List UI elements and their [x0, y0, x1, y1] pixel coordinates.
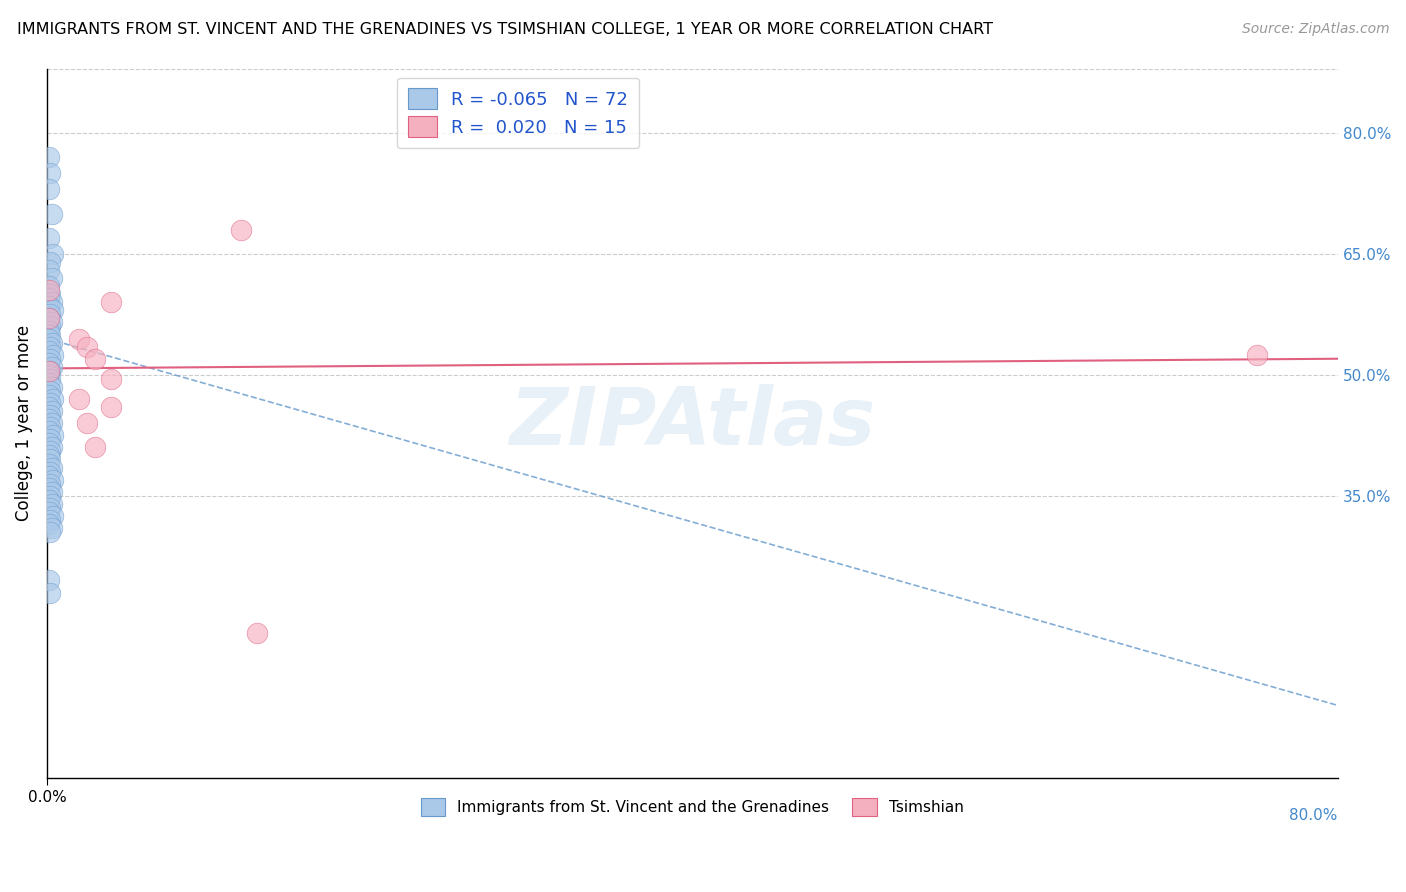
Point [37, 311, 59, 326]
Point [39, 255, 62, 269]
Point [39, 364, 62, 378]
Point [41, 497, 63, 511]
Point [37, 449, 59, 463]
Point [100, 295, 122, 310]
Point [37, 574, 59, 588]
Point [39, 327, 62, 342]
Y-axis label: College, 1 year or more: College, 1 year or more [15, 326, 32, 521]
Point [41, 441, 63, 455]
Point [42, 428, 65, 442]
Text: 80.0%: 80.0% [1289, 808, 1337, 823]
Point [37, 412, 59, 426]
Text: ZIPAtlas: ZIPAtlas [509, 384, 876, 462]
Point [41, 315, 63, 329]
Point [37, 263, 59, 277]
Point [67, 392, 90, 406]
Text: Source: ZipAtlas.com: Source: ZipAtlas.com [1241, 22, 1389, 37]
Point [37, 492, 59, 507]
Point [39, 408, 62, 422]
Point [37, 324, 59, 338]
Point [37, 343, 59, 358]
Point [39, 513, 62, 527]
Point [76, 416, 98, 430]
Point [1246, 348, 1268, 362]
Point [39, 500, 62, 515]
Point [39, 166, 62, 180]
Point [37, 356, 59, 370]
Point [41, 380, 63, 394]
Point [41, 460, 63, 475]
Point [39, 420, 62, 434]
Point [41, 359, 63, 374]
Point [37, 436, 59, 450]
Point [67, 332, 90, 346]
Point [39, 396, 62, 410]
Point [100, 400, 122, 414]
Point [42, 508, 65, 523]
Point [37, 283, 59, 297]
Point [39, 372, 62, 386]
Point [37, 468, 59, 483]
Point [41, 416, 63, 430]
Point [39, 476, 62, 491]
Point [37, 231, 59, 245]
Point [39, 444, 62, 458]
Point [37, 364, 59, 378]
Point [42, 348, 65, 362]
Point [100, 372, 122, 386]
Point [39, 489, 62, 503]
Point [246, 625, 269, 640]
Point [41, 335, 63, 350]
Point [37, 291, 59, 305]
Point [37, 481, 59, 495]
Point [37, 505, 59, 519]
Point [37, 368, 59, 382]
Point [39, 465, 62, 479]
Point [37, 182, 59, 196]
Point [229, 223, 252, 237]
Point [37, 376, 59, 390]
Point [39, 351, 62, 366]
Point [41, 206, 63, 220]
Point [41, 295, 63, 310]
Point [37, 400, 59, 414]
Point [41, 484, 63, 499]
Point [84, 351, 107, 366]
Point [39, 340, 62, 354]
Point [39, 524, 62, 539]
Point [41, 404, 63, 418]
Text: IMMIGRANTS FROM ST. VINCENT AND THE GRENADINES VS TSIMSHIAN COLLEGE, 1 YEAR OR M: IMMIGRANTS FROM ST. VINCENT AND THE GREN… [17, 22, 993, 37]
Point [41, 521, 63, 535]
Point [37, 299, 59, 313]
Point [37, 516, 59, 531]
Point [37, 150, 59, 164]
Point [37, 311, 59, 326]
Point [39, 307, 62, 321]
Point [39, 287, 62, 301]
Point [37, 457, 59, 471]
Point [76, 340, 98, 354]
Point [39, 452, 62, 467]
Point [42, 473, 65, 487]
Point [39, 433, 62, 447]
Point [39, 319, 62, 334]
Point [84, 441, 107, 455]
Point [37, 279, 59, 293]
Point [37, 425, 59, 439]
Point [39, 585, 62, 599]
Point [39, 384, 62, 398]
Point [42, 392, 65, 406]
Point [42, 303, 65, 318]
Point [41, 271, 63, 285]
Point [42, 247, 65, 261]
Point [37, 388, 59, 402]
Legend: Immigrants from St. Vincent and the Grenadines, Tsimshian: Immigrants from St. Vincent and the Gren… [413, 790, 972, 823]
Point [37, 332, 59, 346]
